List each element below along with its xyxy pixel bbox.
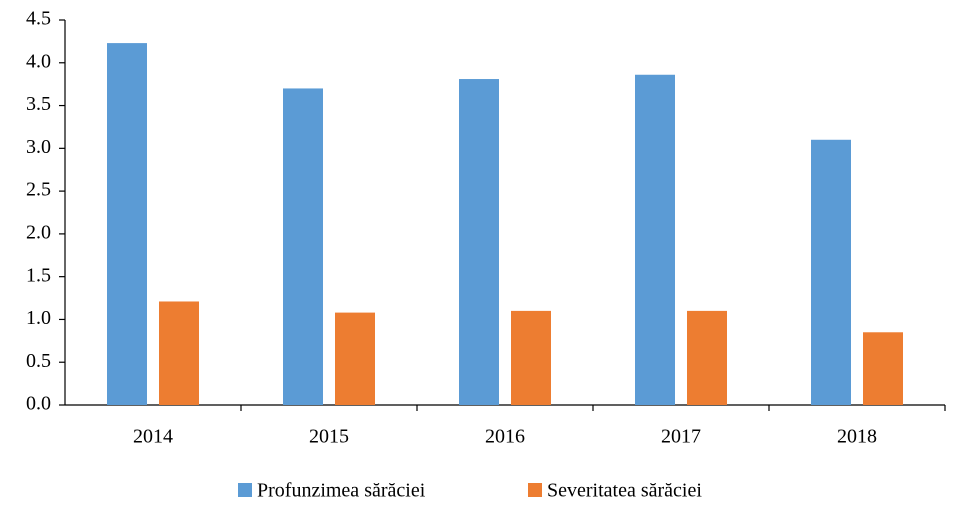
bar xyxy=(635,74,675,405)
y-tick-label: 3.0 xyxy=(26,136,51,158)
y-tick-label: 1.5 xyxy=(26,264,51,286)
bar xyxy=(687,310,727,405)
y-tick-label: 0.0 xyxy=(26,393,51,415)
x-tick-label: 2015 xyxy=(309,426,349,448)
bar xyxy=(107,43,147,405)
y-tick-label: 1.0 xyxy=(26,307,51,329)
bar xyxy=(863,332,903,405)
bar xyxy=(459,79,499,406)
bar xyxy=(283,88,323,405)
y-tick-label: 0.5 xyxy=(26,350,51,372)
bar xyxy=(159,301,199,405)
bar xyxy=(335,312,375,405)
y-tick-label: 2.0 xyxy=(26,221,51,243)
bar xyxy=(511,310,551,405)
x-tick-label: 2017 xyxy=(661,426,701,448)
bar xyxy=(811,139,851,405)
x-tick-label: 2014 xyxy=(133,426,173,448)
x-tick-label: 2018 xyxy=(837,426,877,448)
legend-swatch xyxy=(528,483,542,497)
legend-swatch xyxy=(238,483,252,497)
x-tick-label: 2016 xyxy=(485,426,525,448)
y-tick-label: 4.5 xyxy=(26,8,51,30)
legend-label: Profunzimea sărăciei xyxy=(257,480,426,502)
y-tick-label: 3.5 xyxy=(26,93,51,115)
y-tick-label: 2.5 xyxy=(26,179,51,201)
legend-label: Severitatea sărăciei xyxy=(547,480,702,502)
y-tick-label: 4.0 xyxy=(26,50,51,72)
